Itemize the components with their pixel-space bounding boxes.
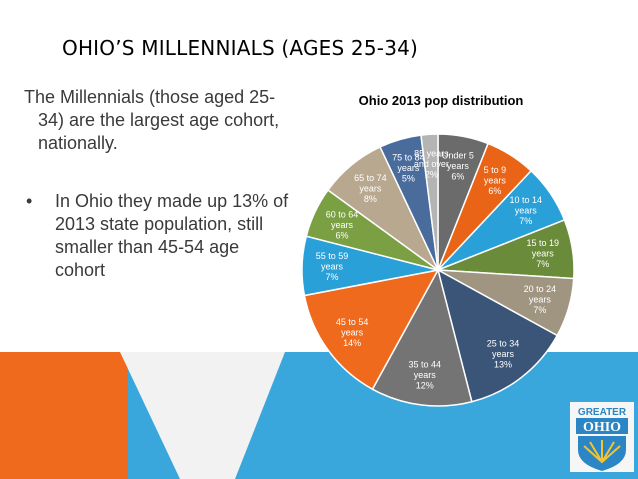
slice-category: and over — [414, 159, 449, 169]
pie-slice-7 — [371, 267, 473, 407]
slice-category: 5 to 9 — [484, 165, 507, 175]
slice-category: 60 to 64 — [326, 209, 359, 219]
slice-category: 35 to 44 — [408, 360, 441, 370]
slice-percent: 7% — [519, 216, 532, 226]
slice-percent: 7% — [536, 259, 549, 269]
bullet-item: • In Ohio they made up 13% of 2013 state… — [24, 190, 294, 282]
slice-category: 10 to 14 — [509, 195, 542, 205]
slice-category: years — [529, 295, 552, 305]
intro-paragraph: The Millennials (those aged 25-34) are t… — [24, 87, 280, 153]
slice-percent: 7% — [533, 305, 546, 315]
logo-ohio-text: OHIO — [583, 420, 621, 435]
slice-percent: 13% — [494, 359, 512, 369]
slice-category: years — [515, 205, 538, 215]
pie-slice-13 — [420, 133, 439, 271]
slice-category: 25 to 34 — [487, 338, 520, 348]
slice-category: years — [341, 327, 364, 337]
slice-category: 55 to 59 — [316, 251, 349, 261]
pie-svg: Under 5 years 6%5 to 9 years 6%10 to 14 years… — [301, 133, 575, 407]
bullet-mark: • — [26, 191, 33, 211]
slice-percent: 12% — [416, 381, 434, 391]
slice-percent: 6% — [488, 186, 501, 196]
slice-percent: 14% — [343, 338, 361, 348]
slice-label-1: Under 5 years 6% — [442, 150, 474, 181]
logo-greater-text: GREATER — [578, 407, 627, 418]
slice-percent: 6% — [336, 230, 349, 240]
slice-label-2: 5 to 9 years 6% — [484, 165, 507, 196]
slice-category: years — [359, 183, 382, 193]
slice-label-9: 55 to 59 years 7% — [316, 251, 349, 282]
slice-percent: 8% — [364, 194, 377, 204]
slice-label-12: 75 to 84 years 5% — [392, 153, 425, 184]
bullet-text: In Ohio they made up 13% of 2013 state p… — [55, 191, 289, 280]
slice-category: years — [331, 220, 354, 230]
slice-category: 75 to 84 — [392, 153, 425, 163]
slide-title: OHIO’S MILLENNIALS (AGES 25-34) — [62, 36, 419, 60]
slice-percent: 7% — [325, 272, 338, 282]
slice-category: years — [447, 161, 470, 171]
slice-category: years — [492, 349, 515, 359]
slice-category: 15 to 19 — [527, 238, 560, 248]
slice-category: 20 to 24 — [524, 284, 557, 294]
background-orange-shape — [0, 352, 128, 479]
slice-label-3: 10 to 14 years 7% — [509, 195, 542, 226]
slice-label-11: 65 to 74 years 8% — [354, 173, 387, 204]
slice-label-5: 20 to 24 years 7% — [524, 284, 557, 315]
slice-label-8: 45 to 54 years 14% — [336, 317, 369, 348]
slice-percent: 5% — [402, 174, 415, 184]
slice-category: 45 to 54 — [336, 317, 369, 327]
slice-percent: 2% — [425, 170, 438, 180]
slice-category: 85 years — [414, 149, 449, 159]
chart-title: Ohio 2013 pop distribution — [358, 93, 524, 108]
slice-category: years — [414, 370, 437, 380]
slide-text-block: The Millennials (those aged 25-34) are t… — [24, 86, 294, 282]
slice-category: years — [321, 262, 344, 272]
slice-label-10: 60 to 64 years 6% — [326, 209, 359, 240]
slice-label-6: 25 to 34 years 13% — [487, 338, 520, 369]
pie-slice-8 — [303, 268, 440, 391]
slice-percent: 6% — [451, 171, 464, 181]
logo-sunburst — [583, 440, 621, 464]
slice-label-13: 85 years and over 2% — [414, 149, 449, 180]
slice-category: 65 to 74 — [354, 173, 387, 183]
slice-category: years — [532, 248, 555, 258]
slice-category: years — [397, 163, 420, 173]
pie-chart: Ohio 2013 pop distribution Under 5 years 6… — [296, 86, 586, 416]
background-light-diagonal — [120, 352, 285, 479]
slice-category: Under 5 — [442, 150, 474, 160]
slice-label-7: 35 to 44 years 12% — [408, 360, 441, 391]
pie-slice-6 — [436, 268, 559, 403]
greater-ohio-logo: GREATER OHIO — [570, 402, 634, 472]
logo-bar — [576, 418, 628, 434]
slice-label-4: 15 to 19 years 7% — [527, 238, 560, 269]
slice-category: years — [484, 175, 507, 185]
